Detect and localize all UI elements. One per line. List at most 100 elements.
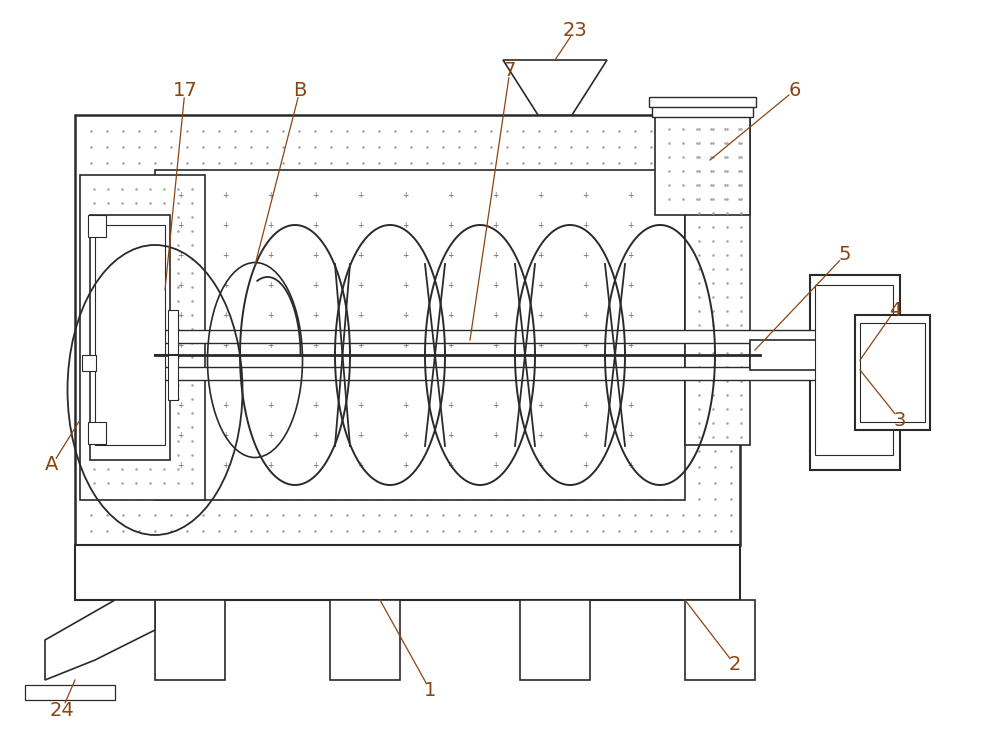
Text: +: +: [402, 280, 408, 289]
Text: +: +: [222, 401, 228, 410]
Text: +: +: [312, 461, 318, 470]
Bar: [82, 355, 96, 371]
Text: +: +: [177, 370, 183, 379]
Text: +: +: [537, 251, 543, 260]
Text: +: +: [222, 461, 228, 470]
Text: +: +: [402, 341, 408, 349]
Text: +: +: [492, 401, 498, 410]
Text: 24: 24: [50, 700, 74, 720]
Text: +: +: [222, 370, 228, 379]
Text: +: +: [447, 280, 453, 289]
Polygon shape: [25, 685, 115, 700]
Text: +: +: [447, 401, 453, 410]
Bar: [75, 545, 740, 600]
Text: +: +: [177, 220, 183, 229]
Text: A: A: [45, 456, 59, 474]
Bar: [520, 600, 590, 680]
Bar: [655, 115, 750, 215]
Bar: [750, 340, 845, 370]
Text: +: +: [582, 401, 588, 410]
Bar: [75, 115, 740, 545]
Polygon shape: [503, 60, 607, 115]
Text: +: +: [492, 341, 498, 349]
Text: +: +: [357, 251, 363, 260]
Text: +: +: [357, 310, 363, 320]
Text: +: +: [357, 461, 363, 470]
Text: +: +: [222, 191, 228, 200]
Text: +: +: [582, 310, 588, 320]
Bar: [88, 215, 106, 237]
Bar: [652, 105, 753, 117]
Text: +: +: [177, 461, 183, 470]
Bar: [155, 170, 685, 500]
Bar: [649, 97, 756, 107]
Bar: [88, 422, 106, 444]
Text: +: +: [492, 370, 498, 379]
Text: +: +: [357, 401, 363, 410]
Text: +: +: [447, 191, 453, 200]
Text: +: +: [177, 191, 183, 200]
Text: +: +: [447, 341, 453, 349]
Bar: [810, 275, 900, 470]
Text: +: +: [312, 370, 318, 379]
Text: +: +: [402, 401, 408, 410]
Text: +: +: [627, 401, 633, 410]
Text: +: +: [222, 251, 228, 260]
Text: +: +: [402, 310, 408, 320]
Text: +: +: [537, 401, 543, 410]
Text: +: +: [492, 220, 498, 229]
Text: +: +: [627, 310, 633, 320]
Text: +: +: [177, 401, 183, 410]
Text: +: +: [447, 310, 453, 320]
Bar: [155, 600, 225, 680]
Bar: [80, 175, 205, 500]
Text: +: +: [402, 220, 408, 229]
Text: +: +: [357, 220, 363, 229]
Text: +: +: [357, 280, 363, 289]
Text: +: +: [402, 370, 408, 379]
Text: +: +: [312, 220, 318, 229]
Text: +: +: [627, 461, 633, 470]
Text: 7: 7: [504, 61, 516, 79]
Text: +: +: [177, 280, 183, 289]
Text: +: +: [357, 191, 363, 200]
Text: +: +: [267, 220, 273, 229]
Text: +: +: [582, 430, 588, 439]
Text: +: +: [492, 461, 498, 470]
Bar: [685, 600, 755, 680]
Text: 2: 2: [729, 655, 741, 674]
Text: +: +: [312, 251, 318, 260]
Text: +: +: [447, 430, 453, 439]
Text: +: +: [312, 430, 318, 439]
Text: +: +: [537, 461, 543, 470]
Text: +: +: [582, 251, 588, 260]
Text: 5: 5: [839, 246, 851, 264]
Text: +: +: [222, 220, 228, 229]
Text: +: +: [177, 310, 183, 320]
Text: +: +: [627, 370, 633, 379]
Bar: [860, 323, 925, 422]
Text: +: +: [267, 370, 273, 379]
Text: +: +: [177, 251, 183, 260]
Text: B: B: [293, 80, 307, 99]
Bar: [168, 310, 178, 400]
Text: 3: 3: [894, 410, 906, 430]
Text: +: +: [447, 220, 453, 229]
Text: +: +: [402, 461, 408, 470]
Text: +: +: [627, 341, 633, 349]
Text: +: +: [267, 461, 273, 470]
Bar: [815, 285, 893, 455]
Text: +: +: [537, 191, 543, 200]
Text: 4: 4: [889, 301, 901, 320]
Text: +: +: [627, 191, 633, 200]
Text: +: +: [312, 310, 318, 320]
Bar: [855, 315, 930, 430]
Text: +: +: [492, 430, 498, 439]
Text: +: +: [627, 220, 633, 229]
Text: +: +: [627, 280, 633, 289]
Text: +: +: [447, 370, 453, 379]
Text: +: +: [492, 310, 498, 320]
Bar: [330, 600, 400, 680]
Bar: [90, 215, 170, 460]
Bar: [685, 115, 750, 445]
